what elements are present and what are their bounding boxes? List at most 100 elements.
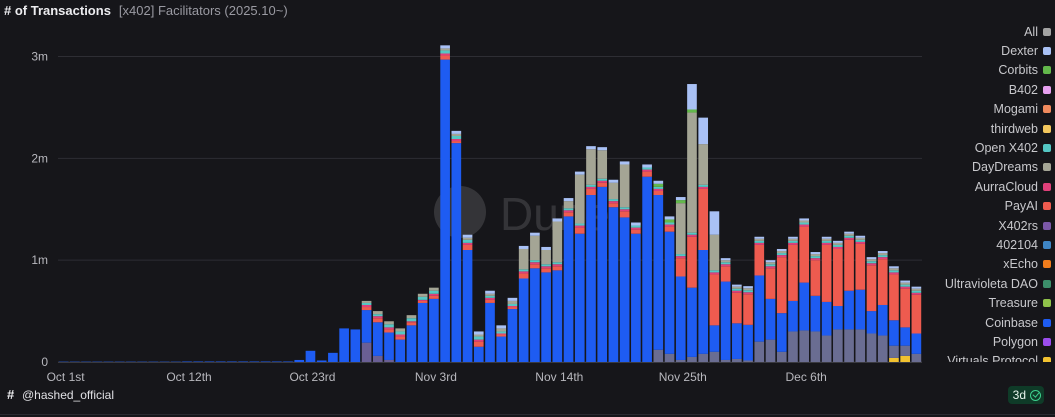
bar-segment xyxy=(653,349,664,362)
legend-item[interactable]: Ultravioleta DAO xyxy=(891,274,1051,293)
bar-segment xyxy=(58,361,69,363)
x-tick-label: Oct 23rd xyxy=(289,370,335,384)
bar-segment xyxy=(788,300,798,332)
bar-segment xyxy=(675,203,686,255)
bar-segment xyxy=(877,255,888,258)
legend-item[interactable]: Treasure xyxy=(891,293,1051,312)
bar-segment xyxy=(642,176,652,362)
bar-segment xyxy=(507,309,518,362)
bar-segment xyxy=(305,350,316,362)
legend-item[interactable]: thirdweb xyxy=(891,119,1051,138)
bar-segment xyxy=(844,235,854,238)
bar-segment xyxy=(810,258,821,261)
bar-segment xyxy=(664,216,675,220)
legend-swatch xyxy=(1043,279,1051,288)
bar-segment xyxy=(889,270,899,273)
bar-segment xyxy=(911,286,922,289)
bar-segment xyxy=(608,179,619,183)
bar-segment xyxy=(653,195,664,350)
bar-segment xyxy=(485,290,495,294)
legend-label: DayDreams xyxy=(972,160,1038,175)
legend-item[interactable]: Virtuals Protocol xyxy=(891,352,1051,362)
legend-item[interactable]: 402104 xyxy=(891,235,1051,254)
bar-segment xyxy=(283,361,293,363)
legend-swatch xyxy=(1043,182,1051,191)
bar-segment xyxy=(889,268,899,271)
bar-segment xyxy=(518,269,529,272)
legend-swatch xyxy=(1043,221,1051,230)
bar-segment xyxy=(866,333,877,362)
legend-item[interactable]: xEcho xyxy=(891,255,1051,274)
legend-item[interactable]: AurraCloud xyxy=(891,177,1051,196)
bar-segment xyxy=(855,235,866,238)
legend-label: 402104 xyxy=(996,237,1038,252)
bar-segment xyxy=(372,355,383,362)
bar-segment xyxy=(597,180,608,183)
bar-segment xyxy=(743,360,753,362)
bar-segment xyxy=(877,251,888,254)
bar-segment xyxy=(541,266,551,269)
bar-segment xyxy=(844,231,854,234)
bar-segment xyxy=(451,143,462,362)
bar-segment xyxy=(485,299,495,303)
bar-segment xyxy=(687,232,697,235)
bar-segment xyxy=(114,361,125,363)
bar-segment xyxy=(586,184,596,187)
bar-segment xyxy=(271,361,282,363)
bar-segment xyxy=(126,361,136,363)
bar-segment xyxy=(530,235,540,261)
legend-item[interactable]: Open X402 xyxy=(891,138,1051,157)
bar-segment xyxy=(642,164,652,168)
bar-segment xyxy=(709,270,720,273)
bar-segment xyxy=(462,244,473,250)
bar-segment xyxy=(866,261,877,264)
bar-segment xyxy=(361,307,372,311)
legend-item[interactable]: PayAI xyxy=(891,197,1051,216)
chart-legend: All Dexter Corbits B402 Mogami thirdweb Open X… xyxy=(891,22,1051,362)
bar-segment xyxy=(608,199,619,202)
legend-item[interactable]: Mogami xyxy=(891,100,1051,119)
bar-segment xyxy=(597,147,608,151)
bar-segment xyxy=(429,287,439,291)
bar-segment xyxy=(653,186,664,189)
legend-item[interactable]: Dexter xyxy=(891,41,1051,60)
bar-segment xyxy=(485,295,495,298)
bar-segment xyxy=(675,276,686,360)
bar-segment xyxy=(833,306,843,330)
author-handle[interactable]: @hashed_official xyxy=(22,388,115,402)
legend-item[interactable]: DayDreams xyxy=(891,158,1051,177)
bar-segment xyxy=(384,321,394,325)
legend-item[interactable]: Coinbase xyxy=(891,313,1051,332)
bar-segment xyxy=(417,299,428,301)
bar-segment xyxy=(642,171,652,177)
legend-item[interactable]: All xyxy=(891,22,1051,41)
bar-segment xyxy=(687,356,697,362)
bar-segment xyxy=(743,286,753,289)
y-tick-label: 2m xyxy=(31,151,48,165)
bar-segment xyxy=(765,260,776,263)
bar-segment xyxy=(900,355,910,362)
bar-segment xyxy=(720,258,731,261)
bar-segment xyxy=(810,256,821,259)
bar-segment xyxy=(821,244,832,302)
bar-segment xyxy=(316,360,327,362)
bar-segment xyxy=(552,266,563,271)
legend-item[interactable]: X402rs xyxy=(891,216,1051,235)
bar-segment xyxy=(900,345,910,356)
bar-segment xyxy=(866,263,877,266)
refresh-badge[interactable]: 3d xyxy=(1007,386,1044,404)
legend-item[interactable]: Polygon xyxy=(891,332,1051,351)
bar-segment xyxy=(687,109,697,113)
bar-segment xyxy=(518,278,529,362)
bar-segment xyxy=(664,224,675,227)
bar-segment xyxy=(844,290,854,330)
bar-segment xyxy=(462,242,473,245)
bar-segment xyxy=(900,286,910,289)
bar-segment xyxy=(821,242,832,245)
chart-title: # of Transactions xyxy=(4,3,111,18)
legend-item[interactable]: Corbits xyxy=(891,61,1051,80)
legend-item[interactable]: B402 xyxy=(891,80,1051,99)
bar-segment xyxy=(754,240,765,243)
legend-label: Mogami xyxy=(993,102,1038,117)
